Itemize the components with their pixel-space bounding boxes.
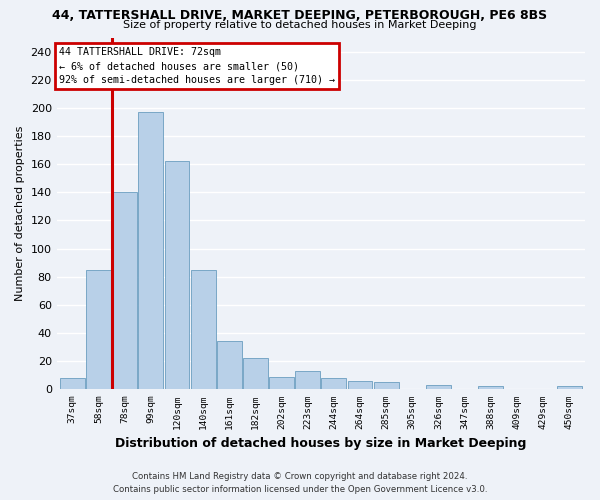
Bar bbox=[374, 382, 398, 390]
Bar bbox=[269, 376, 294, 390]
Bar bbox=[243, 358, 268, 390]
Text: 44 TATTERSHALL DRIVE: 72sqm
← 6% of detached houses are smaller (50)
92% of semi: 44 TATTERSHALL DRIVE: 72sqm ← 6% of deta… bbox=[59, 48, 335, 86]
Bar bbox=[347, 381, 373, 390]
Bar bbox=[112, 192, 137, 390]
Bar bbox=[86, 270, 111, 390]
Bar bbox=[191, 270, 215, 390]
Bar bbox=[295, 371, 320, 390]
Bar bbox=[217, 342, 242, 390]
Bar bbox=[478, 386, 503, 390]
Y-axis label: Number of detached properties: Number of detached properties bbox=[15, 126, 25, 301]
Bar bbox=[557, 386, 582, 390]
Text: 44, TATTERSHALL DRIVE, MARKET DEEPING, PETERBOROUGH, PE6 8BS: 44, TATTERSHALL DRIVE, MARKET DEEPING, P… bbox=[52, 9, 548, 22]
Text: Contains HM Land Registry data © Crown copyright and database right 2024.
Contai: Contains HM Land Registry data © Crown c… bbox=[113, 472, 487, 494]
Bar bbox=[426, 385, 451, 390]
Bar bbox=[139, 112, 163, 390]
X-axis label: Distribution of detached houses by size in Market Deeping: Distribution of detached houses by size … bbox=[115, 437, 527, 450]
Bar bbox=[164, 162, 190, 390]
Bar bbox=[322, 378, 346, 390]
Bar bbox=[60, 378, 85, 390]
Text: Size of property relative to detached houses in Market Deeping: Size of property relative to detached ho… bbox=[123, 20, 477, 30]
